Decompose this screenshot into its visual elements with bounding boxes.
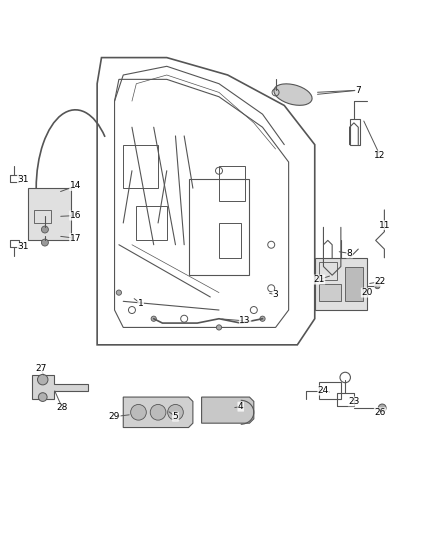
Text: 16: 16 — [70, 211, 81, 220]
Circle shape — [39, 393, 47, 401]
Text: 3: 3 — [273, 290, 279, 300]
Text: 11: 11 — [378, 221, 390, 230]
Polygon shape — [32, 375, 88, 399]
Text: 22: 22 — [374, 277, 385, 286]
Text: 31: 31 — [18, 243, 29, 252]
Ellipse shape — [274, 84, 312, 106]
Circle shape — [116, 290, 121, 295]
Text: 26: 26 — [374, 408, 386, 417]
Circle shape — [151, 316, 156, 321]
Text: 8: 8 — [347, 249, 353, 258]
Text: 1: 1 — [138, 299, 144, 308]
Circle shape — [42, 239, 48, 246]
Text: 29: 29 — [109, 412, 120, 421]
Text: 13: 13 — [239, 317, 251, 326]
Circle shape — [42, 226, 48, 233]
Circle shape — [260, 316, 265, 321]
Text: 4: 4 — [238, 402, 244, 411]
FancyBboxPatch shape — [345, 266, 363, 301]
Text: 23: 23 — [348, 397, 360, 406]
Circle shape — [150, 405, 166, 420]
Text: 17: 17 — [70, 233, 81, 243]
Circle shape — [168, 405, 184, 420]
Text: 20: 20 — [361, 288, 373, 297]
Text: 27: 27 — [35, 364, 46, 373]
FancyBboxPatch shape — [319, 284, 341, 301]
Text: 14: 14 — [70, 181, 81, 190]
Text: 7: 7 — [355, 86, 361, 95]
Circle shape — [216, 325, 222, 330]
Polygon shape — [123, 397, 193, 427]
FancyBboxPatch shape — [28, 188, 71, 240]
Polygon shape — [201, 397, 254, 423]
Text: 5: 5 — [173, 412, 178, 421]
Text: 21: 21 — [314, 275, 325, 284]
Circle shape — [375, 284, 380, 289]
Text: 24: 24 — [318, 386, 329, 395]
Text: 28: 28 — [57, 403, 68, 413]
Text: 12: 12 — [374, 151, 386, 160]
FancyBboxPatch shape — [315, 258, 367, 310]
Circle shape — [38, 375, 48, 385]
Circle shape — [131, 405, 146, 420]
Text: 31: 31 — [18, 175, 29, 184]
Circle shape — [378, 404, 386, 412]
